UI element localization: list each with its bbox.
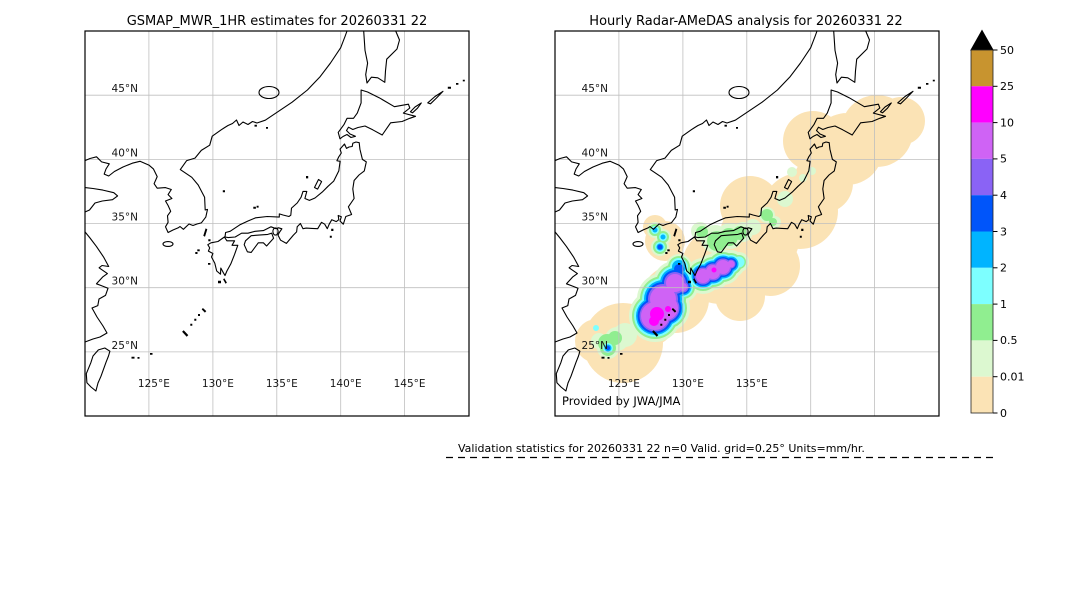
colorbar-segment	[971, 231, 993, 268]
lon-label-135e: 135°E	[266, 378, 298, 390]
lon-label-125e: 125°E	[138, 378, 170, 390]
lat-label-45n: 45°N	[582, 83, 608, 95]
lon-label-140e: 140°E	[330, 378, 362, 390]
lat-label-30n: 30°N	[112, 276, 138, 288]
colorbar-segment	[971, 122, 993, 159]
right-map-frame	[554, 30, 940, 417]
colorbar-segment	[971, 158, 993, 196]
lon-label-145e: 145°E	[394, 378, 426, 390]
lon-label-130e: 130°E	[672, 378, 704, 390]
lat-label-40n: 40°N	[112, 147, 138, 159]
colorbar-tick-label: 2	[1000, 262, 1007, 275]
colorbar-tick-label: 3	[1000, 225, 1007, 238]
lat-label-35n: 35°N	[582, 212, 608, 224]
colorbar-tick-label: 10	[1000, 116, 1014, 129]
colorbar: 50 25 10 5 4 3 2 1 0.5 0.01 0	[970, 29, 1025, 420]
colorbar-tick-label: 0.5	[1000, 334, 1018, 347]
lat-label-30n: 30°N	[582, 276, 608, 288]
right-panel-title: Hourly Radar-AMeDAS analysis for 2026033…	[589, 14, 902, 29]
data-credit: Provided by JWA/JMA	[562, 394, 681, 408]
colorbar-tick-label: 0.01	[1000, 371, 1025, 384]
lon-label-125e: 125°E	[608, 378, 640, 390]
colorbar-tick-marks	[993, 49, 998, 414]
right-map-panel: 45°N 40°N 35°N 30°N 25°N 125°E 130°E 135…	[554, 30, 940, 417]
colorbar-segment	[971, 86, 993, 123]
colorbar-segment	[971, 304, 993, 341]
left-panel-title: GSMAP_MWR_1HR estimates for 20260331 22	[127, 14, 428, 29]
colorbar-tick-label: 50	[1000, 44, 1014, 57]
colorbar-segment	[971, 267, 993, 305]
colorbar-tick-label: 25	[1000, 80, 1014, 93]
colorbar-tick-label: 4	[1000, 189, 1007, 202]
validation-statistics-text: Validation statistics for 20260331 22 n=…	[458, 442, 865, 455]
colorbar-overflow-triangle	[970, 29, 994, 51]
precip-level-5-10	[641, 260, 735, 330]
precip-level-10-25	[649, 267, 717, 326]
left-map-frame	[84, 30, 470, 417]
lat-label-25n: 25°N	[112, 340, 138, 352]
lon-label-135e: 135°E	[736, 378, 768, 390]
colorbar-segment	[971, 340, 993, 377]
lat-label-25n: 25°N	[582, 340, 608, 352]
lat-label-45n: 45°N	[112, 83, 138, 95]
lon-label-130e: 130°E	[202, 378, 234, 390]
lat-label-35n: 35°N	[112, 212, 138, 224]
colorbar-tick-label: 5	[1000, 153, 1007, 166]
lat-label-40n: 40°N	[582, 147, 608, 159]
colorbar-segment	[971, 50, 993, 87]
colorbar-tick-label: 0	[1000, 407, 1007, 420]
colorbar-segment	[971, 195, 993, 232]
colorbar-segment	[971, 376, 993, 413]
colorbar-tick-label: 1	[1000, 298, 1007, 311]
left-map-panel: 45°N 40°N 35°N 30°N 25°N 125°E 130°E 135…	[84, 30, 470, 417]
